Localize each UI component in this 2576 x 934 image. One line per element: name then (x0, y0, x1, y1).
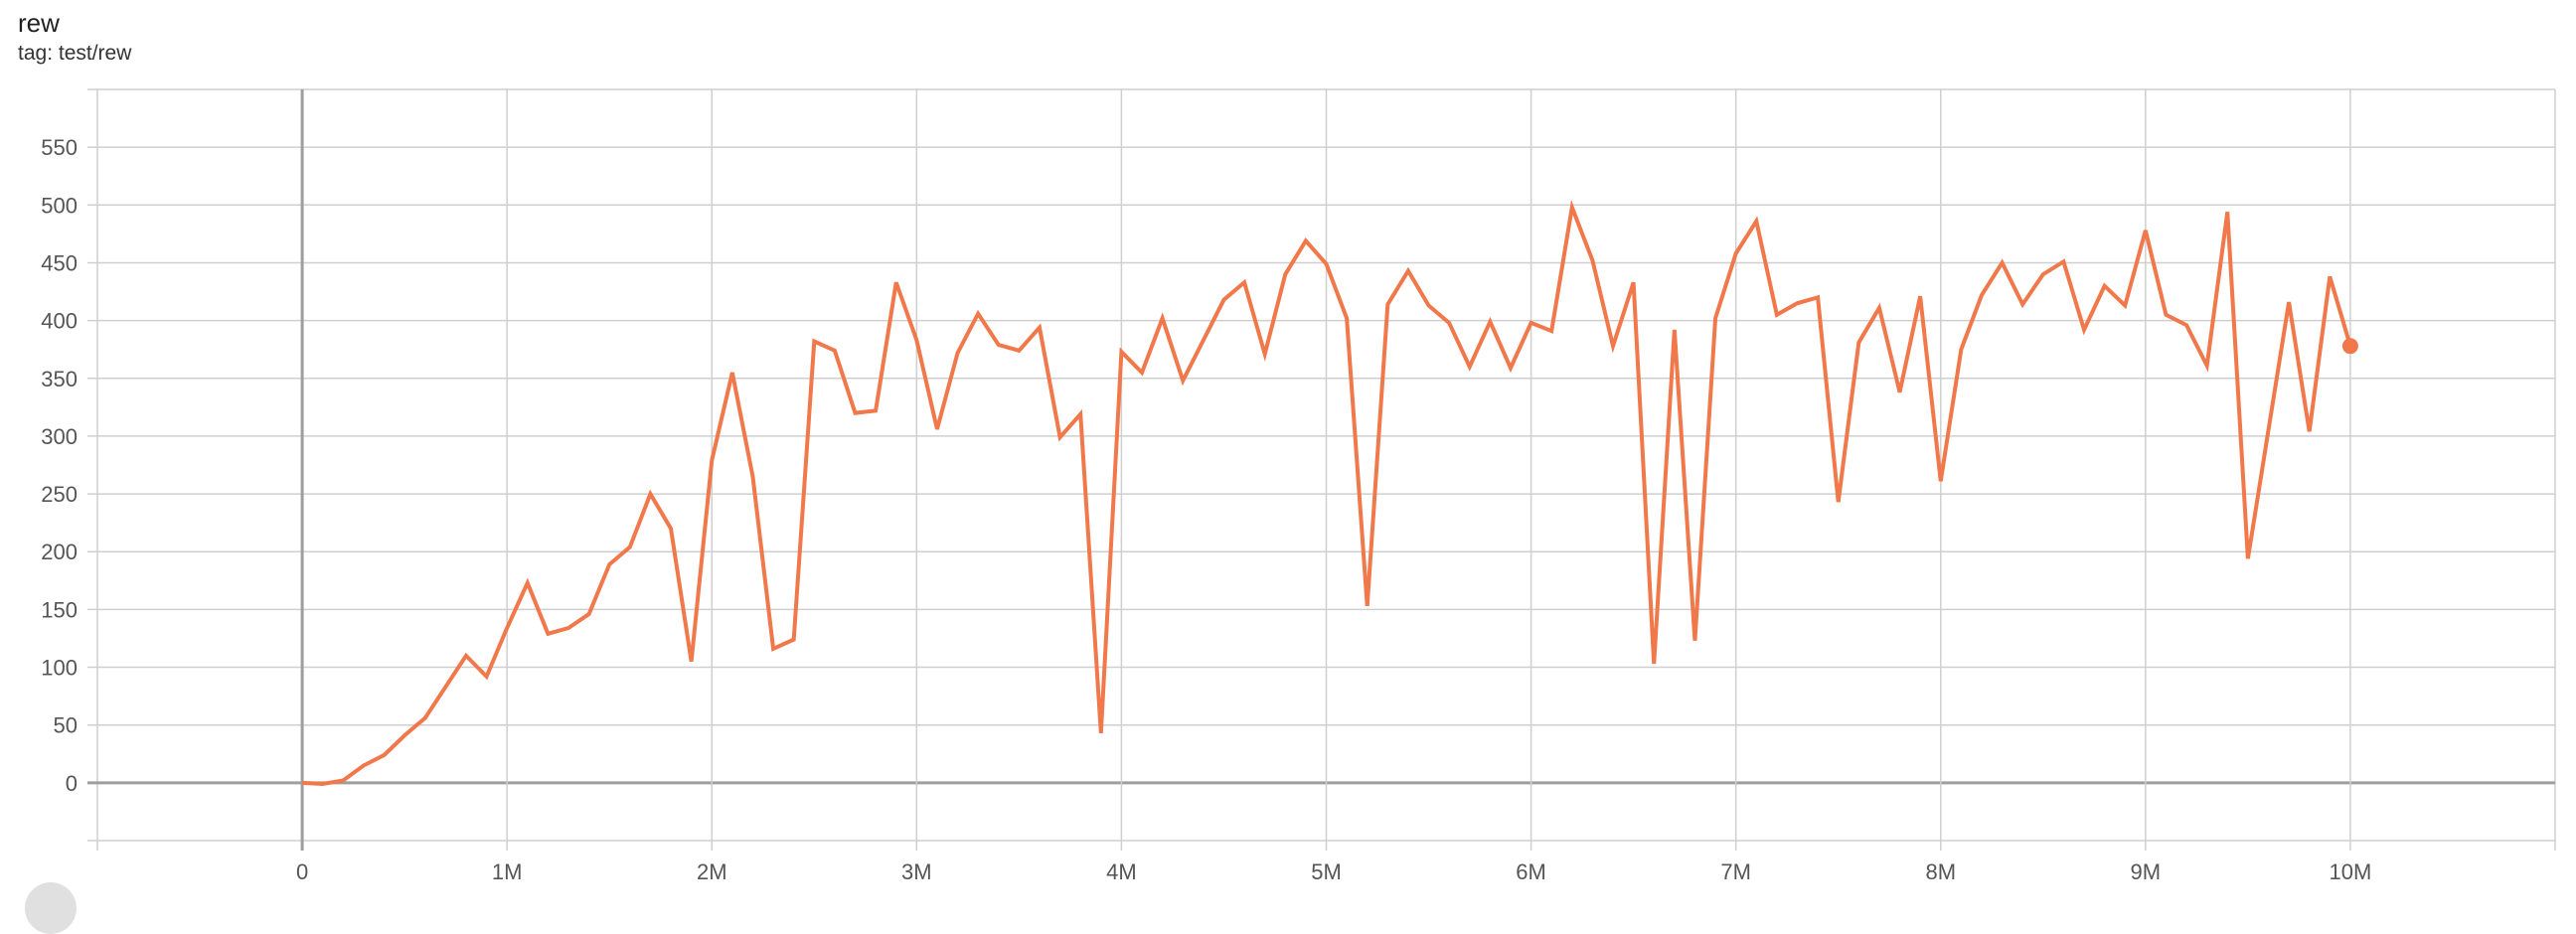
y-tick-label: 250 (41, 482, 78, 507)
chart-title: rew (18, 8, 60, 38)
x-tick-label: 3M (901, 859, 932, 884)
y-tick-label: 50 (54, 713, 78, 738)
y-tick-label: 100 (41, 656, 78, 681)
x-tick-label: 2M (697, 859, 727, 884)
x-tick-label: 10M (2330, 859, 2372, 884)
y-tick-label: 450 (41, 250, 78, 275)
y-tick-label: 0 (66, 771, 78, 796)
y-tick-label: 550 (41, 135, 78, 160)
y-tick-label: 400 (41, 309, 78, 334)
line-chart: 0 50 100 150 200 250 300 350 400 450 500 550 0 1M 2M 3M… (41, 88, 2556, 884)
chart-tag: tag: test/rew (18, 42, 132, 65)
y-tick-label: 200 (41, 540, 78, 564)
y-tick-label: 500 (41, 193, 78, 218)
x-tick-label: 6M (1516, 859, 1546, 884)
x-tick-label: 5M (1311, 859, 1342, 884)
x-tick-label: 8M (1925, 859, 1956, 884)
last-point-marker (2341, 338, 2358, 355)
y-tick-label: 300 (41, 424, 78, 449)
x-tick-label: 7M (1720, 859, 1751, 884)
series-line (301, 200, 2352, 787)
y-tick-label: 150 (41, 597, 78, 622)
x-tick-label: 4M (1106, 859, 1137, 884)
x-tick-label: 1M (492, 859, 523, 884)
fit-domain-button[interactable] (25, 882, 77, 934)
y-tick-label: 350 (41, 367, 78, 391)
x-tick-label: 0 (296, 859, 308, 884)
x-tick-label: 9M (2131, 859, 2162, 884)
